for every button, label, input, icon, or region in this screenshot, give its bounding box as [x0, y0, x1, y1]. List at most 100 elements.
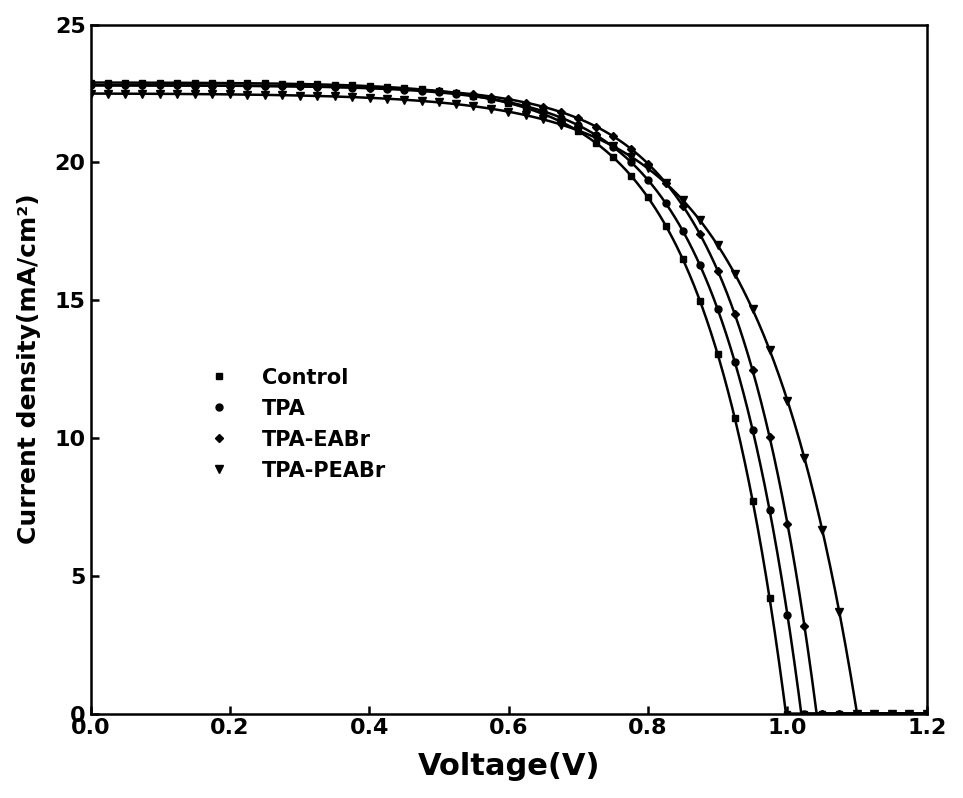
Control	[782, 709, 794, 718]
TPA-EABr	[346, 82, 357, 92]
Control	[190, 78, 201, 88]
TPA	[276, 81, 288, 91]
Control	[102, 77, 114, 87]
TPA-EABr	[660, 178, 671, 188]
Control	[694, 296, 706, 306]
TPA	[329, 82, 341, 92]
TPA	[416, 86, 428, 96]
TPA-PEABr	[817, 526, 828, 535]
TPA	[903, 709, 915, 718]
Control	[608, 152, 619, 162]
TPA-EABr	[119, 81, 131, 90]
TPA-PEABr	[206, 89, 218, 99]
TPA-PEABr	[935, 709, 947, 718]
TPA-PEABr	[398, 95, 409, 105]
TPA	[119, 81, 131, 90]
Control	[590, 138, 602, 148]
TPA-PEABr	[834, 607, 846, 617]
Control	[485, 94, 497, 104]
TPA	[935, 709, 947, 718]
TPA-EABr	[259, 81, 271, 91]
TPA	[224, 81, 236, 90]
TPA-PEABr	[694, 215, 706, 225]
TPA	[625, 157, 637, 167]
TPA	[311, 82, 323, 92]
TPA	[398, 85, 409, 95]
TPA-PEABr	[311, 91, 323, 101]
TPA	[572, 120, 584, 130]
Control	[206, 78, 218, 88]
TPA-EABr	[608, 132, 619, 141]
TPA	[694, 260, 706, 270]
TPA	[590, 130, 602, 140]
TPA	[85, 81, 96, 90]
TPA-EABr	[677, 201, 689, 211]
Control	[432, 86, 444, 96]
TPA	[851, 709, 863, 718]
TPA	[537, 106, 549, 116]
TPA-PEABr	[137, 89, 148, 98]
Control	[851, 709, 863, 718]
Control	[171, 78, 183, 88]
Control	[817, 709, 828, 718]
TPA	[485, 94, 497, 104]
TPA-PEABr	[677, 196, 689, 205]
TPA-EABr	[572, 113, 584, 123]
TPA	[190, 81, 201, 90]
TPA-EABr	[206, 81, 218, 90]
Control	[520, 103, 532, 113]
Control	[119, 78, 131, 88]
TPA	[746, 425, 758, 435]
TPA-PEABr	[625, 152, 637, 161]
Line: TPA-EABr: TPA-EABr	[88, 82, 944, 717]
Control	[311, 80, 323, 89]
TPA-EABr	[451, 88, 462, 97]
TPA	[712, 305, 723, 314]
TPA	[259, 81, 271, 91]
Control	[625, 171, 637, 180]
TPA-PEABr	[903, 709, 915, 718]
TPA	[764, 505, 775, 515]
TPA-EABr	[432, 86, 444, 96]
TPA-EABr	[102, 81, 114, 90]
TPA-EABr	[294, 81, 305, 91]
Control	[259, 79, 271, 89]
Control	[712, 350, 723, 359]
TPA-PEABr	[381, 94, 393, 104]
TPA-PEABr	[468, 101, 480, 111]
TPA	[294, 81, 305, 91]
TPA-PEABr	[922, 709, 933, 718]
TPA	[817, 709, 828, 718]
TPA-PEABr	[451, 100, 462, 109]
TPA-EABr	[886, 709, 898, 718]
Control	[242, 78, 253, 88]
Control	[276, 79, 288, 89]
TPA-PEABr	[798, 453, 810, 463]
TPA-PEABr	[503, 107, 514, 117]
TPA-EABr	[171, 81, 183, 90]
TPA-PEABr	[259, 90, 271, 100]
TPA-EABr	[416, 85, 428, 95]
TPA-EABr	[590, 122, 602, 132]
TPA	[432, 88, 444, 97]
Legend: Control, TPA, TPA-EABr, TPA-PEABr: Control, TPA, TPA-EABr, TPA-PEABr	[185, 359, 394, 489]
Control	[503, 98, 514, 108]
TPA-EABr	[746, 365, 758, 375]
Control	[416, 85, 428, 94]
Control	[746, 496, 758, 505]
Y-axis label: Current density(mA/cm²): Current density(mA/cm²)	[16, 194, 40, 544]
Control	[294, 79, 305, 89]
Control	[364, 81, 376, 91]
TPA	[171, 81, 183, 90]
Control	[729, 413, 741, 423]
TPA-PEABr	[746, 305, 758, 314]
TPA	[364, 84, 376, 93]
TPA-EABr	[642, 159, 654, 168]
TPA-EABr	[537, 102, 549, 112]
TPA-EABr	[190, 81, 201, 90]
Control	[869, 709, 880, 718]
TPA-PEABr	[85, 89, 96, 98]
TPA-PEABr	[572, 125, 584, 135]
Control	[677, 255, 689, 264]
TPA	[608, 142, 619, 152]
